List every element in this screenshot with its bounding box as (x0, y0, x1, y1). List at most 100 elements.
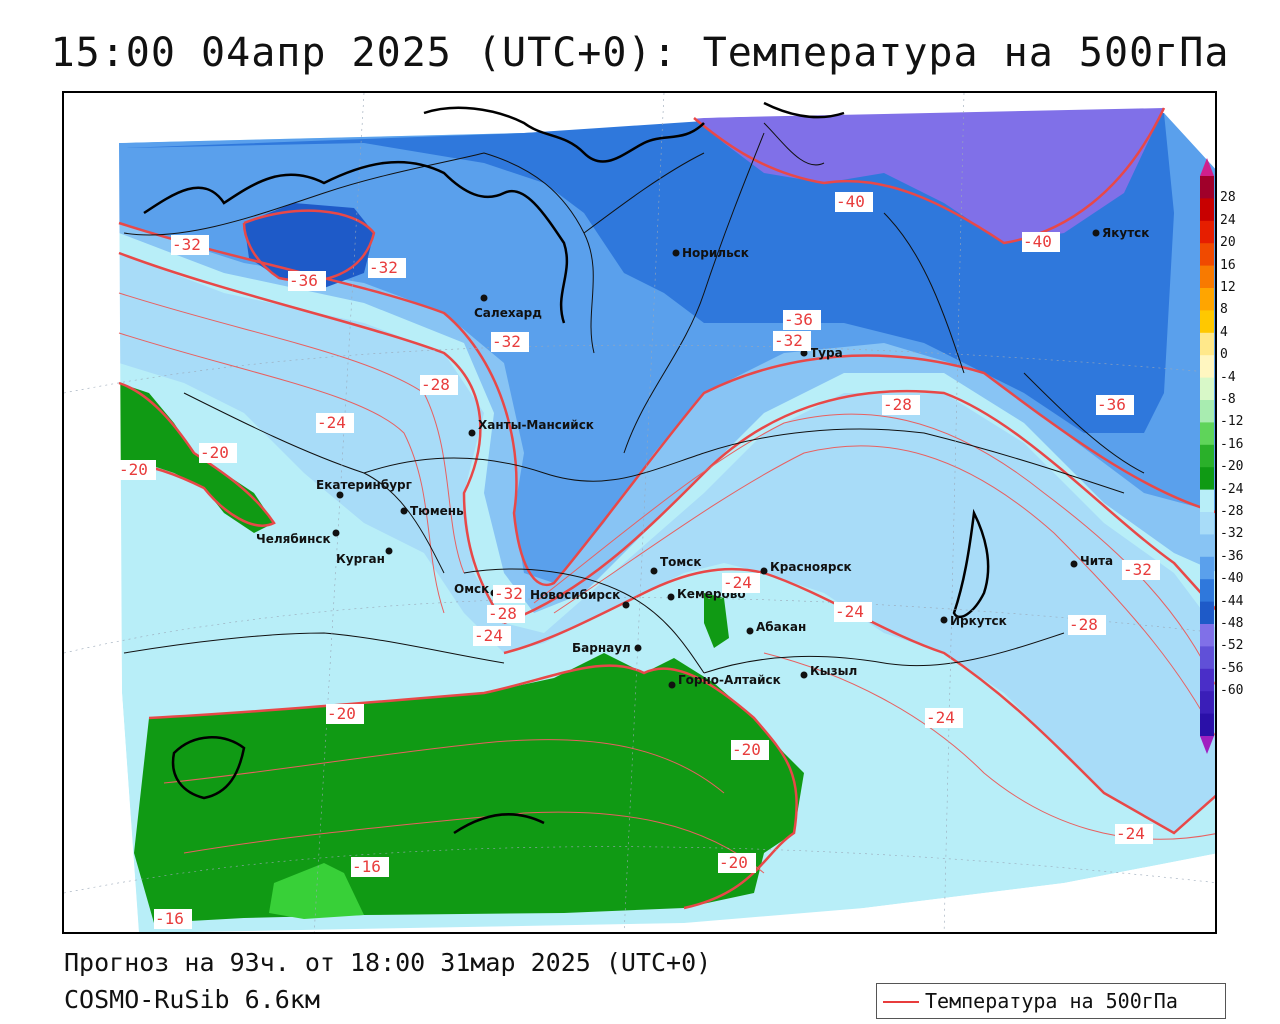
colorbar-swatch (1200, 556, 1214, 580)
colorbar-tick-label: -32 (1220, 526, 1244, 542)
city-tomsk[interactable]: Томск (650, 555, 702, 575)
colorbar-swatch (1200, 534, 1214, 558)
colorbar-tick-label: -40 (1220, 571, 1244, 587)
city-khanty-mansiysk[interactable]: Ханты-Мансийск (468, 418, 594, 437)
borders (123, 122, 1145, 674)
city-yakutsk[interactable]: Якутск (1092, 226, 1150, 240)
model-name: COSMO-RuSib 6.6км (64, 985, 320, 1014)
city-krasnoyarsk[interactable]: Красноярск (760, 560, 852, 575)
colorbar-bottom-arrow (1200, 736, 1214, 754)
legend-label: Температура на 500гПа (925, 989, 1178, 1013)
isotherms-bold (118, 107, 1215, 910)
colorbar-tick-label: 0 (1220, 347, 1228, 363)
city-salekhard[interactable]: Салехард (474, 294, 542, 321)
svg-text:Барнаул: Барнаул (572, 641, 631, 655)
svg-text:-24: -24 (926, 708, 955, 727)
city-irkutsk[interactable]: Иркутск (940, 614, 1007, 628)
svg-text:-20: -20 (119, 460, 148, 479)
svg-text:Томск: Томск (660, 555, 702, 569)
colorbar-swatch (1200, 265, 1214, 289)
svg-text:-28: -28 (1069, 615, 1098, 634)
colorbar-tick-label: 20 (1220, 235, 1236, 251)
temperature-map[interactable]: Салехард Норильск Якутск Тура Ханты-Манс… (64, 93, 1217, 934)
colorbar-swatch (1200, 512, 1214, 535)
colorbar-swatch (1200, 601, 1214, 625)
svg-text:-40: -40 (1023, 232, 1052, 251)
svg-text:Кызыл: Кызыл (810, 664, 857, 678)
colorbar-tick-label: -8 (1220, 392, 1236, 407)
svg-text:-20: -20 (327, 704, 356, 723)
colorbar-swatch (1200, 713, 1214, 737)
svg-text:-16: -16 (352, 857, 381, 876)
colorbar-swatch (1200, 444, 1214, 468)
colorbar-swatch (1200, 332, 1214, 356)
svg-text:Ханты-Мансийск: Ханты-Мансийск (478, 418, 594, 432)
colorbar-swatch (1200, 288, 1214, 311)
colorbar-tick-label: -20 (1220, 459, 1244, 475)
warm-zone-west (119, 383, 274, 533)
svg-text:Горно-Алтайск: Горно-Алтайск (678, 673, 781, 687)
page-title: 15:00 04апр 2025 (UTC+0): Температура на… (50, 30, 1230, 76)
city-gorno-altaysk[interactable]: Горно-Алтайск (668, 673, 781, 689)
svg-text:-40: -40 (836, 192, 865, 211)
coastlines-bold (143, 101, 990, 835)
svg-text:-32: -32 (494, 584, 523, 603)
city-tyumen[interactable]: Тюмень (400, 504, 465, 518)
svg-text:-36: -36 (289, 271, 318, 290)
map-panel[interactable]: Салехард Норильск Якутск Тура Ханты-Манс… (62, 91, 1217, 934)
city-chelyabinsk[interactable]: Челябинск (256, 529, 340, 547)
colorbar-swatch (1200, 377, 1214, 401)
colorbar-tick-label: 24 (1220, 212, 1236, 228)
colorbar-tick-label: -4 (1220, 369, 1236, 385)
city-norilsk[interactable]: Норильск (672, 246, 749, 260)
colorbar-tick-label: -36 (1220, 548, 1244, 564)
outside-domain-left (64, 143, 139, 932)
colorbar-swatch (1200, 310, 1214, 334)
city-chita[interactable]: Чита (1070, 554, 1114, 568)
colorbar-swatch (1200, 243, 1214, 267)
band-minus-44 (694, 108, 1164, 243)
city-kurgan[interactable]: Курган (336, 547, 393, 567)
warm-patch-kemerovo (704, 593, 729, 648)
colorbar-tick-label: 12 (1220, 280, 1236, 295)
colorbar-tick-label: -16 (1220, 436, 1244, 452)
svg-text:-24: -24 (723, 573, 752, 592)
svg-text:-32: -32 (369, 258, 398, 277)
colorbar-swatch (1200, 400, 1214, 423)
legend: Температура на 500гПа (876, 983, 1226, 1019)
colorbar-tick-label: -44 (1220, 593, 1244, 609)
isotherms-thin (118, 292, 1215, 874)
svg-text:-36: -36 (784, 310, 813, 329)
isotherm-labels: -32 -36 -32 -40 -40 -32 -36 -32 -28 -24 … (118, 192, 1160, 929)
warm-zone-south (134, 653, 804, 923)
svg-text:Чита: Чита (1080, 554, 1113, 568)
colorbar-swatch (1200, 624, 1214, 647)
colorbar-tick-label: -52 (1220, 638, 1244, 654)
svg-text:-32: -32 (492, 332, 521, 351)
colorbar-swatch (1200, 220, 1214, 244)
city-tura[interactable]: Тура (800, 346, 843, 360)
svg-text:-32: -32 (774, 331, 803, 350)
colorbar-tick-label: -48 (1220, 616, 1244, 631)
band-minus-28 (119, 253, 1215, 833)
svg-text:Красноярск: Красноярск (770, 560, 852, 574)
svg-text:-28: -28 (883, 395, 912, 414)
legend-line-swatch (883, 1001, 919, 1003)
svg-text:-24: -24 (835, 602, 864, 621)
colorbar-swatch (1200, 579, 1214, 603)
city-barnaul[interactable]: Барнаул (572, 641, 642, 655)
city-novosibirsk[interactable]: Новосибирск (530, 588, 630, 609)
city-abakan[interactable]: Абакан (746, 620, 807, 635)
outside-domain-top (64, 93, 1215, 164)
colorbar-swatch (1200, 176, 1214, 199)
svg-text:Новосибирск: Новосибирск (530, 588, 620, 602)
colorbar-tick-label: -12 (1220, 414, 1244, 430)
svg-text:Тюмень: Тюмень (410, 504, 464, 518)
svg-text:-24: -24 (1116, 824, 1145, 843)
svg-text:Екатеринбург: Екатеринбург (316, 478, 412, 492)
colorbar-swatch (1200, 198, 1214, 222)
city-kyzyl[interactable]: Кызыл (800, 664, 858, 679)
city-ekaterinburg[interactable]: Екатеринбург (316, 478, 412, 499)
svg-text:Тура: Тура (810, 346, 843, 360)
svg-text:-32: -32 (1123, 560, 1152, 579)
